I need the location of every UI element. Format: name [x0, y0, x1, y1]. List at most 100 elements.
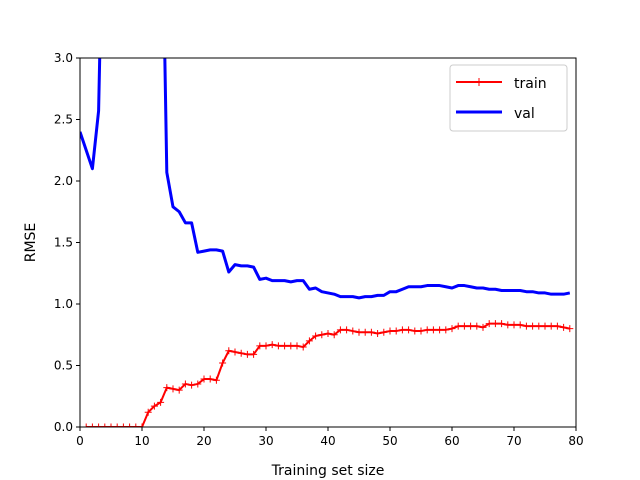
- data-point-train: [219, 359, 227, 367]
- data-point-train: [374, 330, 382, 338]
- data-point-train: [243, 350, 251, 358]
- data-point-train: [516, 321, 524, 329]
- data-point-train: [262, 342, 270, 350]
- data-point-train: [429, 326, 437, 334]
- data-point-train: [299, 343, 307, 351]
- data-point-train: [138, 423, 146, 427]
- data-point-train: [343, 326, 351, 334]
- data-point-train: [336, 326, 344, 334]
- data-point-train: [132, 423, 140, 427]
- data-point-train: [150, 402, 158, 410]
- data-point-train: [498, 320, 506, 328]
- data-point-train: [157, 398, 165, 406]
- data-point-train: [355, 328, 363, 336]
- data-point-train: [107, 423, 115, 427]
- legend-label-train: train: [514, 76, 547, 92]
- data-point-train: [541, 322, 549, 330]
- data-point-train: [268, 341, 276, 349]
- x-tick-label: 60: [444, 434, 459, 448]
- data-point-train: [380, 328, 388, 336]
- data-point-train: [188, 381, 196, 389]
- data-point-train: [553, 322, 561, 330]
- data-point-train: [212, 376, 220, 384]
- data-point-train: [485, 320, 493, 328]
- data-point-train: [250, 350, 258, 358]
- y-axis-ticks: 0.0 0.5 1.0 1.5 2.0 2.5 3.0: [54, 51, 80, 434]
- x-tick-label: 80: [568, 434, 583, 448]
- x-tick-label: 50: [382, 434, 397, 448]
- data-point-train: [361, 328, 369, 336]
- data-point-train: [436, 326, 444, 334]
- data-point-train: [256, 342, 264, 350]
- data-point-train: [318, 331, 326, 339]
- data-point-train: [479, 323, 487, 331]
- x-tick-label: 10: [134, 434, 149, 448]
- data-point-train: [144, 408, 152, 416]
- data-point-train: [163, 384, 171, 392]
- data-point-train: [448, 325, 456, 333]
- data-point-train: [423, 326, 431, 334]
- data-point-train: [405, 326, 413, 334]
- data-point-train: [287, 342, 295, 350]
- data-point-train: [460, 322, 468, 330]
- x-tick-label: 70: [506, 434, 521, 448]
- data-point-train: [293, 342, 301, 350]
- legend-label-val: val: [514, 106, 535, 122]
- y-tick-label: 0.0: [54, 420, 73, 434]
- data-point-train: [510, 321, 518, 329]
- legend: train val: [449, 64, 568, 132]
- y-tick-label: 3.0: [54, 51, 73, 65]
- data-point-train: [181, 380, 189, 388]
- data-point-train: [411, 327, 419, 335]
- data-point-train: [206, 375, 214, 383]
- data-point-train: [274, 342, 282, 350]
- data-point-train: [398, 326, 406, 334]
- data-point-train: [113, 423, 121, 427]
- y-tick-label: 1.5: [54, 236, 73, 250]
- x-axis-ticks: 0 10 20 30 40 50 60 70 80: [76, 427, 584, 448]
- data-point-train: [442, 326, 450, 334]
- data-point-train: [169, 385, 177, 393]
- series-layer: [80, 58, 574, 427]
- data-point-train: [386, 327, 394, 335]
- y-tick-label: 0.5: [54, 359, 73, 373]
- data-point-train: [175, 386, 183, 394]
- data-point-train: [417, 327, 425, 335]
- data-point-train: [522, 322, 530, 330]
- data-point-train: [237, 349, 245, 357]
- series-line-val: [80, 58, 571, 300]
- y-tick-label: 2.5: [54, 113, 73, 127]
- data-point-train: [95, 423, 103, 427]
- data-point-train: [330, 331, 338, 339]
- data-point-train: [467, 322, 475, 330]
- data-point-train: [324, 330, 332, 338]
- y-tick-label: 2.0: [54, 174, 73, 188]
- data-point-train: [194, 380, 202, 388]
- data-point-train: [504, 321, 512, 329]
- data-point-train: [535, 322, 543, 330]
- data-point-train: [560, 323, 568, 331]
- data-point-train: [312, 332, 320, 340]
- data-point-train: [547, 322, 555, 330]
- data-point-train: [367, 328, 375, 336]
- data-point-train: [491, 320, 499, 328]
- data-point-train: [225, 347, 233, 355]
- data-point-train: [454, 322, 462, 330]
- data-point-train: [82, 423, 90, 427]
- series-line-train: [86, 322, 570, 427]
- data-point-train: [349, 327, 357, 335]
- data-point-train: [101, 423, 109, 427]
- legend-box: [449, 64, 568, 132]
- data-point-train: [529, 322, 537, 330]
- x-tick-label: 40: [320, 434, 335, 448]
- y-tick-label: 1.0: [54, 297, 73, 311]
- data-point-train: [392, 327, 400, 335]
- x-tick-label: 20: [196, 434, 211, 448]
- x-tick-label: 0: [76, 434, 84, 448]
- data-point-train: [126, 423, 134, 427]
- x-tick-label: 30: [258, 434, 273, 448]
- data-point-train: [305, 337, 313, 345]
- x-axis-label: Training set size: [271, 463, 385, 479]
- data-point-train: [281, 342, 289, 350]
